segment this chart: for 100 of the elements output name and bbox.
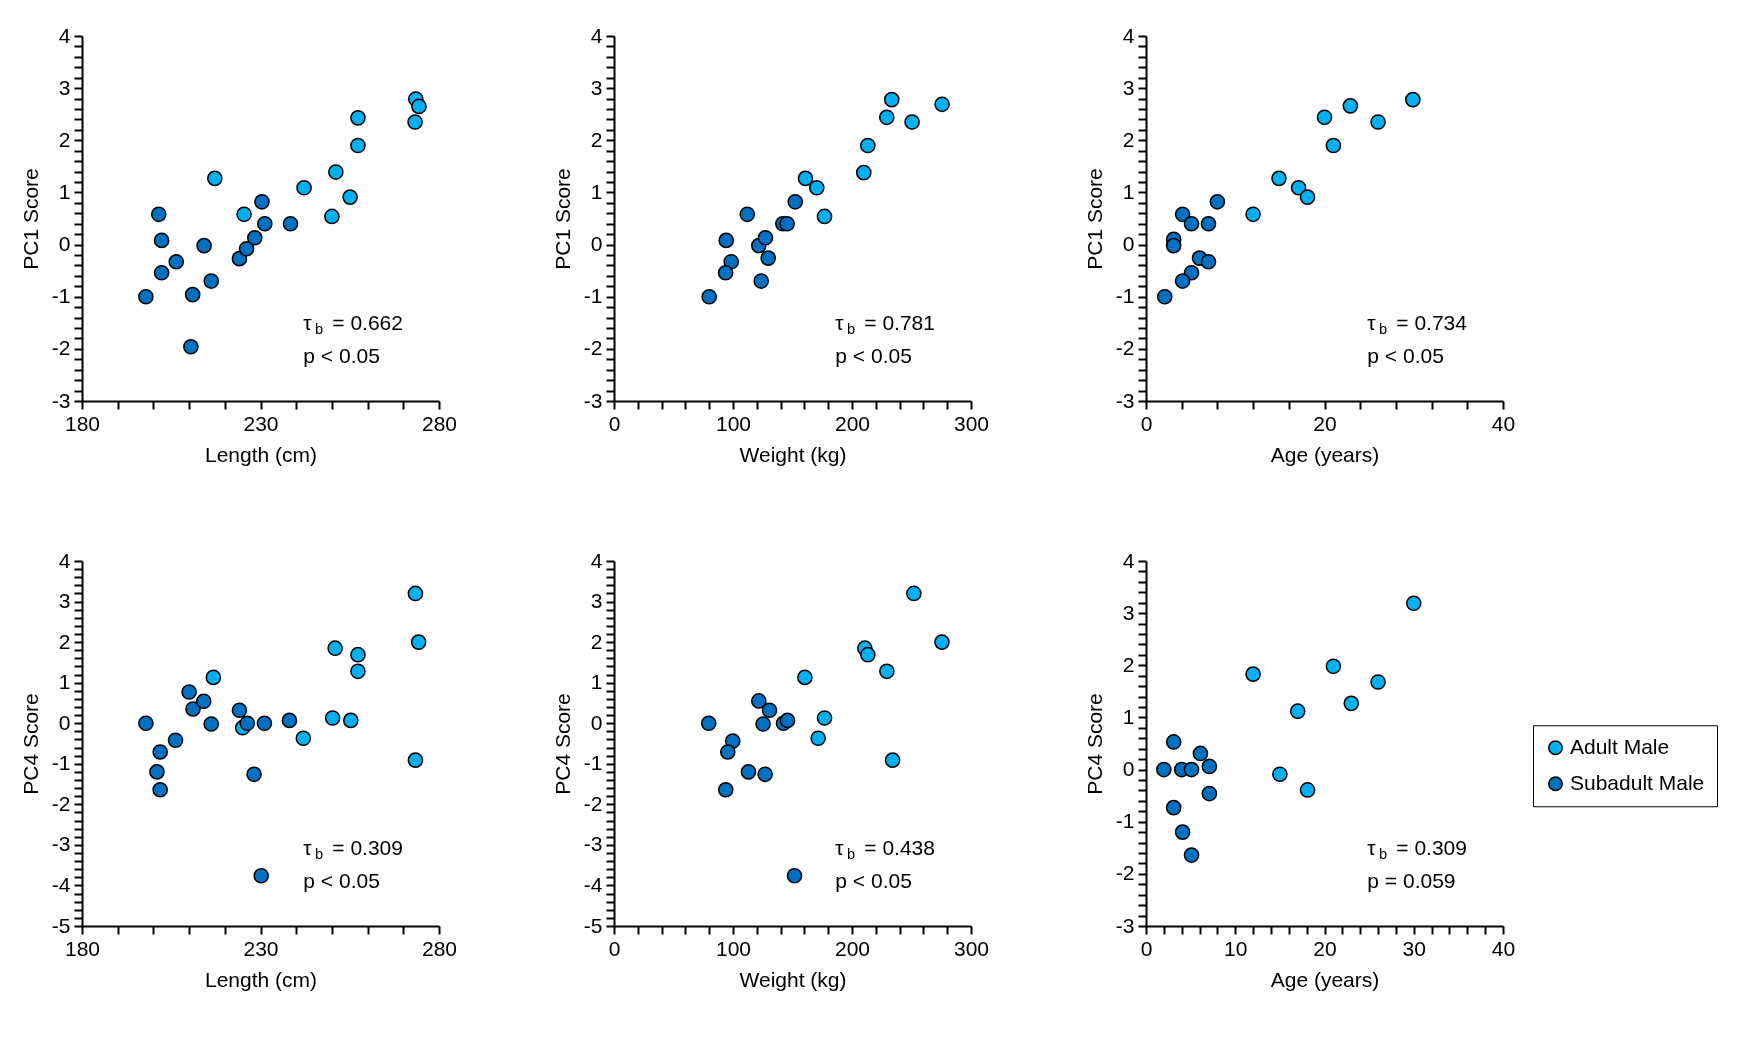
point	[816, 710, 833, 726]
y-tick-label: -2	[51, 791, 71, 815]
y-tick-label: -2	[1115, 336, 1135, 360]
point	[860, 646, 876, 663]
point	[879, 663, 895, 680]
point	[184, 286, 201, 303]
point	[1209, 194, 1226, 210]
y-tick-label: -2	[583, 791, 603, 815]
point	[295, 730, 312, 747]
y-tick-label: 4	[58, 548, 71, 572]
y-axis-title: PC1 Score	[18, 168, 42, 270]
point	[196, 237, 212, 254]
y-tick-label: -1	[51, 751, 71, 775]
point	[203, 273, 220, 289]
point	[350, 663, 366, 680]
point	[1183, 847, 1200, 863]
point	[719, 744, 736, 760]
point	[1245, 666, 1261, 682]
point	[740, 764, 757, 780]
y-tick-label: -5	[583, 913, 603, 937]
point	[810, 730, 827, 747]
x-tick-label: 100	[715, 936, 752, 960]
y-tick-label: -4	[583, 872, 603, 896]
point	[239, 715, 256, 732]
y-axis-title: PC4 Score	[1082, 693, 1106, 795]
point	[753, 273, 770, 289]
point	[1271, 170, 1287, 187]
point	[1405, 91, 1421, 108]
y-tick-label: 0	[1122, 232, 1135, 256]
y-tick-label: 4	[58, 23, 71, 47]
point	[786, 867, 803, 884]
point	[1183, 215, 1200, 232]
point	[779, 712, 796, 729]
point	[884, 752, 901, 768]
point	[168, 253, 185, 270]
point	[150, 206, 167, 223]
x-axis-title: Age (years)	[1270, 442, 1380, 466]
y-tick-label: 0	[590, 232, 603, 256]
y-tick-label: -5	[51, 913, 71, 937]
point	[1342, 98, 1359, 114]
y-tick-label: -3	[1115, 913, 1135, 937]
x-tick-label: 180	[64, 936, 101, 960]
annotation: p < 0.05	[835, 869, 912, 893]
point	[256, 715, 273, 732]
point	[1405, 595, 1422, 612]
point	[153, 264, 170, 281]
point	[152, 744, 168, 760]
y-tick-label: 1	[1122, 179, 1135, 203]
point	[407, 752, 424, 768]
point	[407, 585, 424, 602]
point	[1165, 734, 1182, 750]
point	[855, 164, 872, 181]
point	[797, 669, 813, 686]
point	[238, 240, 255, 257]
point	[1165, 799, 1182, 816]
point	[1272, 766, 1288, 783]
x-tick-label: 100	[715, 411, 752, 435]
point	[757, 229, 774, 246]
point	[149, 764, 165, 780]
point	[860, 137, 876, 154]
point	[296, 179, 312, 196]
y-tick-label: -1	[1115, 284, 1135, 308]
point	[407, 114, 423, 130]
point	[797, 170, 814, 187]
point	[206, 170, 223, 187]
y-tick-label: -3	[51, 388, 71, 412]
y-tick-label: 0	[58, 232, 71, 256]
legend-label: Adult Male	[1570, 734, 1670, 758]
point	[1290, 179, 1307, 196]
point	[739, 206, 756, 223]
point	[1174, 273, 1191, 289]
y-tick-label: 0	[1122, 757, 1135, 781]
point	[342, 189, 358, 205]
point	[153, 232, 170, 249]
y-tick-label: 4	[1122, 23, 1135, 47]
point	[152, 781, 168, 798]
point	[1200, 253, 1217, 270]
point	[717, 264, 734, 281]
point	[236, 206, 252, 223]
x-axis-title: Age (years)	[1270, 967, 1380, 991]
point	[904, 114, 920, 130]
x-axis-title: Length (cm)	[204, 442, 318, 466]
x-tick-label: 300	[953, 411, 990, 435]
y-tick-label: -2	[583, 336, 603, 360]
point	[1201, 785, 1218, 802]
point	[1325, 137, 1342, 154]
y-tick-label: 0	[58, 710, 71, 734]
x-tick-label: 0	[1140, 411, 1153, 435]
y-tick-label: 3	[1122, 75, 1135, 99]
point	[246, 766, 262, 783]
point	[787, 194, 804, 210]
point	[757, 766, 773, 783]
point	[883, 91, 900, 108]
y-tick-label: -1	[1115, 809, 1135, 833]
point	[167, 732, 184, 749]
point	[1156, 288, 1173, 305]
x-tick-label: 40	[1491, 411, 1516, 435]
point	[1343, 695, 1360, 712]
y-tick-label: -3	[583, 388, 603, 412]
point	[934, 634, 950, 650]
